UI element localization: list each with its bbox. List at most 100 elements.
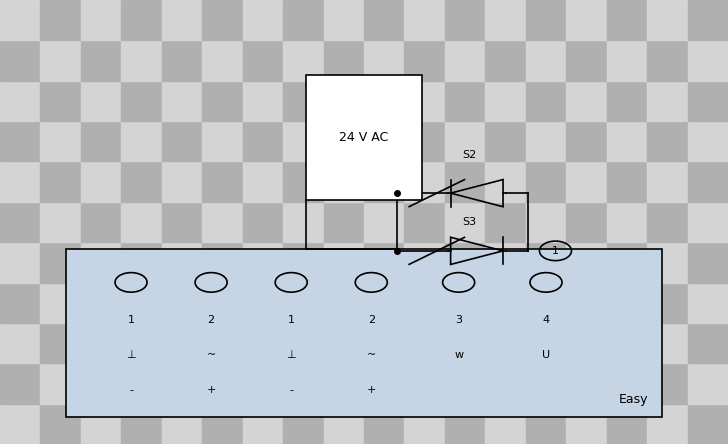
Bar bbox=[687, 363, 728, 404]
Bar bbox=[242, 404, 283, 444]
Bar bbox=[202, 121, 242, 162]
Bar bbox=[445, 282, 486, 323]
Bar bbox=[202, 162, 242, 202]
Bar bbox=[486, 363, 526, 404]
Bar bbox=[526, 202, 566, 242]
Bar bbox=[122, 202, 162, 242]
Bar bbox=[526, 363, 566, 404]
Bar bbox=[486, 242, 526, 282]
Bar bbox=[0, 323, 41, 363]
Bar bbox=[687, 323, 728, 363]
Bar bbox=[162, 0, 202, 40]
Bar bbox=[0, 282, 41, 323]
Bar bbox=[283, 282, 323, 323]
Bar bbox=[486, 0, 526, 40]
Bar bbox=[486, 282, 526, 323]
Bar bbox=[606, 121, 647, 162]
Bar bbox=[364, 121, 405, 162]
Bar bbox=[162, 404, 202, 444]
Text: U: U bbox=[542, 350, 550, 360]
Bar bbox=[81, 81, 122, 121]
Bar bbox=[405, 404, 445, 444]
Bar bbox=[242, 242, 283, 282]
Bar bbox=[606, 282, 647, 323]
Bar bbox=[81, 40, 122, 81]
Bar bbox=[526, 242, 566, 282]
Bar bbox=[283, 81, 323, 121]
Bar bbox=[405, 40, 445, 81]
Bar bbox=[323, 242, 364, 282]
Bar bbox=[242, 0, 283, 40]
Bar bbox=[606, 242, 647, 282]
Bar bbox=[323, 404, 364, 444]
Bar bbox=[687, 404, 728, 444]
Bar bbox=[306, 75, 422, 200]
Bar bbox=[526, 121, 566, 162]
Bar bbox=[81, 162, 122, 202]
Bar bbox=[162, 121, 202, 162]
Bar bbox=[606, 81, 647, 121]
Bar bbox=[323, 363, 364, 404]
Bar bbox=[606, 323, 647, 363]
Bar bbox=[0, 0, 41, 40]
Bar bbox=[364, 363, 405, 404]
Text: ~: ~ bbox=[367, 350, 376, 360]
Bar bbox=[323, 282, 364, 323]
Bar bbox=[283, 323, 323, 363]
Bar bbox=[405, 323, 445, 363]
Bar bbox=[647, 202, 687, 242]
Bar bbox=[606, 0, 647, 40]
Bar bbox=[242, 40, 283, 81]
Bar bbox=[445, 202, 486, 242]
Bar bbox=[405, 202, 445, 242]
Bar bbox=[445, 242, 486, 282]
Text: ⊥: ⊥ bbox=[286, 350, 296, 360]
Bar bbox=[364, 81, 405, 121]
Bar bbox=[566, 242, 606, 282]
Bar bbox=[283, 40, 323, 81]
Bar bbox=[566, 81, 606, 121]
Bar bbox=[606, 404, 647, 444]
Bar bbox=[647, 162, 687, 202]
Bar bbox=[122, 323, 162, 363]
Bar bbox=[566, 121, 606, 162]
Text: +: + bbox=[207, 385, 215, 395]
Bar bbox=[526, 162, 566, 202]
Bar bbox=[526, 404, 566, 444]
Bar bbox=[486, 121, 526, 162]
Bar bbox=[242, 121, 283, 162]
Bar bbox=[486, 162, 526, 202]
Bar bbox=[122, 81, 162, 121]
Bar bbox=[202, 202, 242, 242]
Bar bbox=[122, 363, 162, 404]
Text: +: + bbox=[367, 385, 376, 395]
Bar bbox=[122, 0, 162, 40]
Bar bbox=[647, 404, 687, 444]
Bar bbox=[122, 162, 162, 202]
Bar bbox=[0, 242, 41, 282]
Bar bbox=[405, 162, 445, 202]
Bar bbox=[202, 242, 242, 282]
Bar bbox=[283, 0, 323, 40]
Bar bbox=[445, 121, 486, 162]
Bar bbox=[647, 0, 687, 40]
Bar bbox=[687, 242, 728, 282]
Bar bbox=[202, 81, 242, 121]
Text: ⊥: ⊥ bbox=[126, 350, 136, 360]
Bar bbox=[81, 282, 122, 323]
Bar bbox=[445, 81, 486, 121]
Bar bbox=[283, 363, 323, 404]
Bar bbox=[41, 121, 81, 162]
Bar bbox=[566, 162, 606, 202]
Bar bbox=[242, 282, 283, 323]
Bar bbox=[162, 202, 202, 242]
Bar bbox=[647, 323, 687, 363]
Bar bbox=[41, 404, 81, 444]
Bar bbox=[566, 40, 606, 81]
Bar bbox=[566, 404, 606, 444]
Bar bbox=[405, 81, 445, 121]
Bar bbox=[202, 0, 242, 40]
Bar bbox=[647, 363, 687, 404]
Bar bbox=[405, 242, 445, 282]
Bar bbox=[687, 121, 728, 162]
